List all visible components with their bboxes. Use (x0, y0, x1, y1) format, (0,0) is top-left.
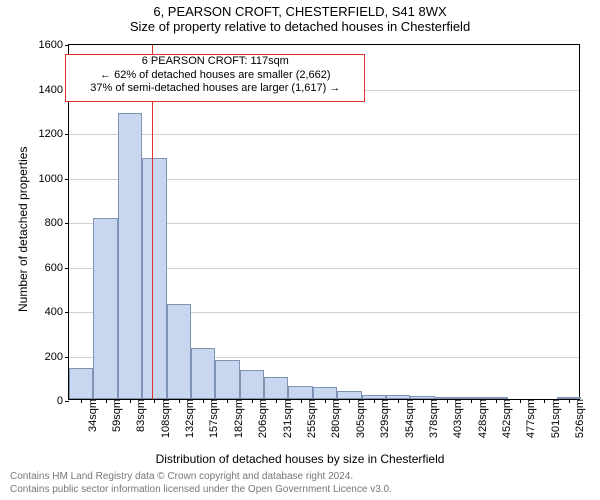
xtick (106, 399, 107, 403)
xtick-label: 132sqm (182, 399, 196, 438)
chart-title-address: 6, PEARSON CROFT, CHESTERFIELD, S41 8WX (0, 4, 600, 19)
xtick (276, 399, 277, 403)
xtick (520, 399, 521, 403)
xtick-label: 108sqm (158, 399, 172, 438)
xtick-label: 403sqm (450, 399, 464, 438)
xtick (179, 399, 180, 403)
xtick (130, 399, 131, 403)
xtick (154, 399, 155, 403)
xtick (227, 399, 228, 403)
xtick-label: 305sqm (353, 399, 367, 438)
xtick (301, 399, 302, 403)
xtick-label: 329sqm (377, 399, 391, 438)
xtick-label: 354sqm (402, 399, 416, 438)
xtick-label: 428sqm (475, 399, 489, 438)
footer-attribution: Contains HM Land Registry data © Crown c… (0, 471, 392, 496)
y-axis-label: Number of detached properties (16, 147, 30, 312)
ytick-label: 800 (45, 217, 69, 229)
xtick-label: 34sqm (85, 399, 99, 432)
ytick-label: 400 (45, 306, 69, 318)
x-axis-label: Distribution of detached houses by size … (0, 452, 600, 466)
xtick (374, 399, 375, 403)
xtick-label: 255sqm (304, 399, 318, 438)
histogram-bar (313, 387, 337, 399)
grid-line (69, 134, 579, 135)
histogram-bar (167, 304, 191, 399)
xtick (471, 399, 472, 403)
xtick (496, 399, 497, 403)
histogram-bar (264, 377, 288, 399)
histogram-bar (93, 218, 117, 399)
chart-title-subtitle: Size of property relative to detached ho… (0, 19, 600, 34)
xtick (447, 399, 448, 403)
xtick-label: 280sqm (329, 399, 343, 438)
xtick-label: 477sqm (524, 399, 538, 438)
footer-line-1: Contains HM Land Registry data © Crown c… (10, 471, 392, 484)
histogram-bar (69, 368, 93, 399)
property-annotation-box: 6 PEARSON CROFT: 117sqm← 62% of detached… (65, 54, 365, 102)
plot-area: 0200400600800100012001400160034sqm59sqm8… (68, 44, 580, 400)
xtick (423, 399, 424, 403)
histogram-bar (337, 391, 361, 399)
xtick-label: 157sqm (207, 399, 221, 438)
histogram-bar (142, 158, 166, 399)
ytick-label: 200 (45, 351, 69, 363)
xtick-label: 231sqm (280, 399, 294, 438)
xtick (325, 399, 326, 403)
xtick-label: 206sqm (255, 399, 269, 438)
xtick (81, 399, 82, 403)
histogram-bar (240, 370, 264, 399)
histogram-bar (215, 360, 239, 399)
histogram-bar (118, 113, 142, 399)
footer-line-2: Contains public sector information licen… (10, 484, 392, 497)
ytick-label: 600 (45, 262, 69, 274)
xtick (569, 399, 570, 403)
annotation-line: 6 PEARSON CROFT: 117sqm (66, 55, 364, 69)
xtick-label: 59sqm (109, 399, 123, 432)
xtick (544, 399, 545, 403)
xtick-label: 378sqm (426, 399, 440, 438)
xtick-label: 501sqm (548, 399, 562, 438)
xtick-label: 526sqm (572, 399, 586, 438)
xtick-label: 182sqm (231, 399, 245, 438)
xtick-label: 83sqm (133, 399, 147, 432)
histogram-bar (191, 348, 215, 399)
xtick-label: 452sqm (499, 399, 513, 438)
xtick (398, 399, 399, 403)
ytick-label: 0 (57, 395, 69, 407)
xtick (252, 399, 253, 403)
annotation-line: 37% of semi-detached houses are larger (… (66, 82, 364, 96)
ytick-label: 1000 (39, 173, 69, 185)
ytick-label: 1600 (39, 39, 69, 51)
ytick-label: 1200 (39, 128, 69, 140)
histogram-bar (288, 386, 312, 399)
annotation-line: ← 62% of detached houses are smaller (2,… (66, 69, 364, 83)
xtick (349, 399, 350, 403)
xtick (203, 399, 204, 403)
